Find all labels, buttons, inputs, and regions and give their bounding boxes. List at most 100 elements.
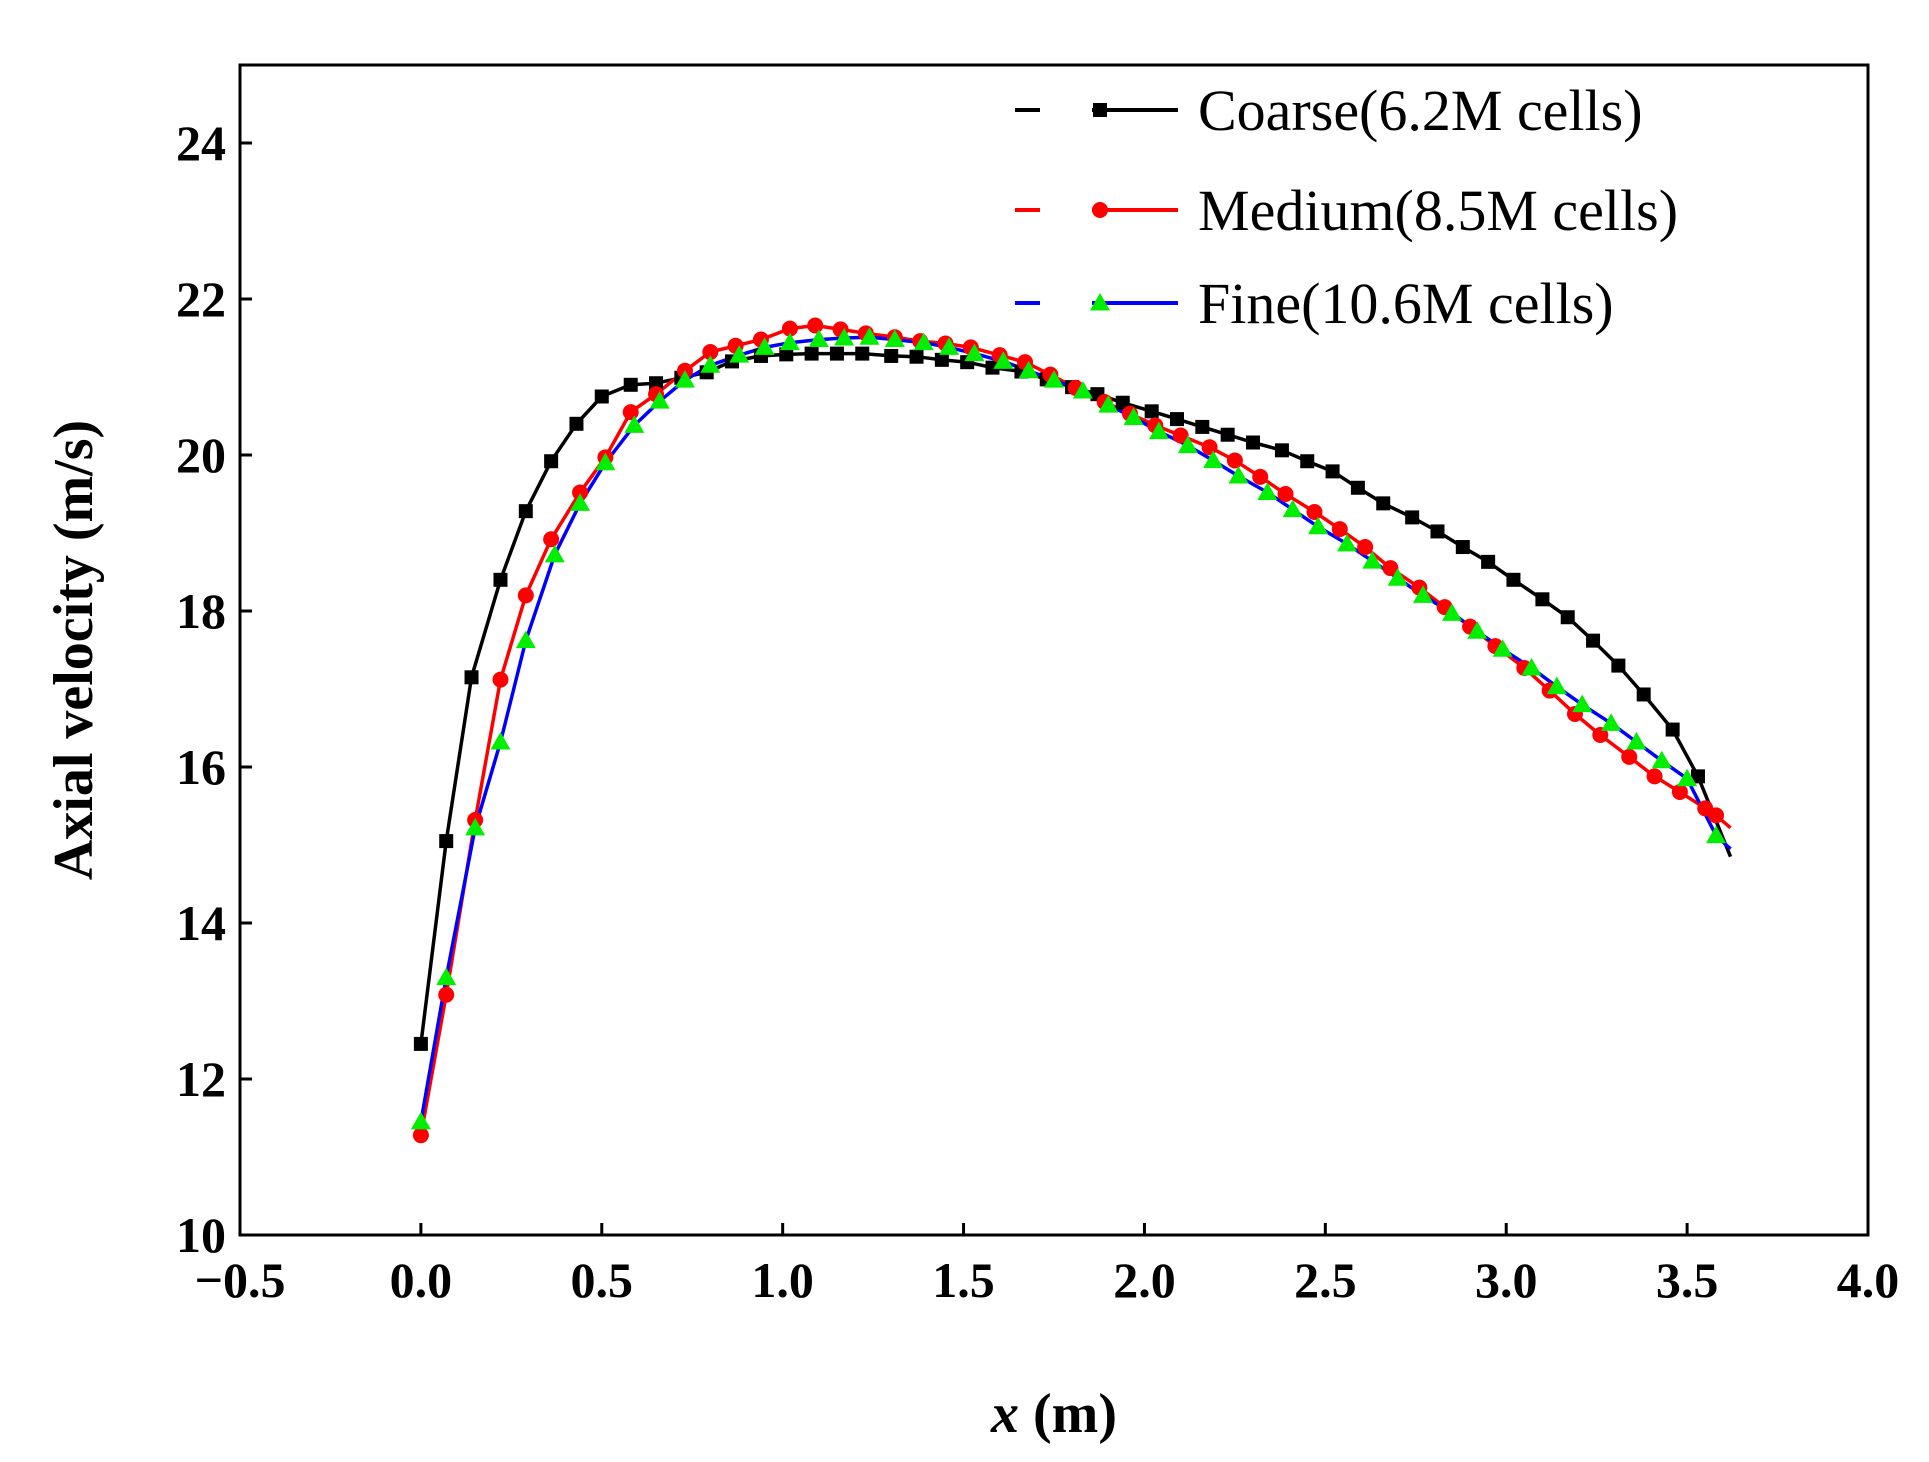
data-point-1 xyxy=(1201,439,1218,456)
x-axis-title-unit: (m) xyxy=(1019,1383,1117,1445)
data-point-0 xyxy=(464,670,479,685)
data-point-1 xyxy=(412,1127,429,1144)
data-point-1 xyxy=(781,320,798,337)
series-lines xyxy=(419,323,1733,1136)
data-point-2 xyxy=(939,337,960,355)
y-tick-label: 24 xyxy=(176,115,226,171)
x-tick-label: 0.5 xyxy=(571,1252,634,1308)
data-point-1 xyxy=(543,531,560,548)
data-point-2 xyxy=(465,817,486,836)
legend-label: Medium(8.5M cells) xyxy=(1198,178,1678,243)
x-tick-label: 2.5 xyxy=(1294,1252,1357,1308)
legend-label: Coarse(6.2M cells) xyxy=(1198,78,1643,143)
data-point-2 xyxy=(515,630,536,649)
data-point-0 xyxy=(1535,592,1550,607)
data-point-1 xyxy=(438,986,455,1003)
data-point-0 xyxy=(1195,419,1210,434)
legend-marker-2 xyxy=(1090,293,1110,311)
data-point-2 xyxy=(624,415,645,433)
data-point-0 xyxy=(829,346,844,361)
data-point-2 xyxy=(544,544,565,563)
y-tick-label: 20 xyxy=(176,427,226,483)
data-point-0 xyxy=(1245,435,1260,450)
data-point-1 xyxy=(702,344,719,361)
data-point-2 xyxy=(1521,657,1542,676)
x-tick-label: 4.0 xyxy=(1837,1252,1900,1308)
data-point-2 xyxy=(834,328,855,346)
y-tick-label: 12 xyxy=(176,1051,226,1107)
x-axis-title: x (m) xyxy=(990,1383,1117,1445)
series-line-2 xyxy=(419,335,1732,1123)
data-point-2 xyxy=(1572,694,1593,713)
data-point-0 xyxy=(439,834,454,849)
data-point-2 xyxy=(649,391,670,409)
data-point-2 xyxy=(674,370,695,388)
data-point-0 xyxy=(623,377,638,392)
data-point-2 xyxy=(1492,639,1513,657)
y-tick-label: 22 xyxy=(176,271,226,327)
data-point-0 xyxy=(649,376,664,391)
data-point-0 xyxy=(1170,412,1185,427)
plot-frame xyxy=(238,63,1870,1237)
data-point-2 xyxy=(913,332,934,351)
series-line-0 xyxy=(419,351,1733,1045)
data-point-2 xyxy=(1123,407,1144,426)
data-point-2 xyxy=(1651,750,1672,769)
x-tick-label: 1.0 xyxy=(751,1252,814,1308)
data-point-2 xyxy=(1148,421,1169,440)
data-point-0 xyxy=(779,347,794,362)
x-tick-label: 2.0 xyxy=(1113,1252,1176,1308)
data-point-1 xyxy=(1306,503,1323,520)
data-point-1 xyxy=(1382,560,1399,577)
y-tick-label: 10 xyxy=(176,1207,226,1263)
y-axis-ticks: 10 12 14 16 18 20 22 24 xyxy=(176,115,252,1263)
data-point-0 xyxy=(1690,769,1705,784)
data-point-2 xyxy=(1706,825,1727,844)
data-point-1 xyxy=(492,671,509,688)
data-point-1 xyxy=(1621,748,1638,765)
data-point-2 xyxy=(1362,551,1383,569)
data-point-2 xyxy=(1177,435,1198,454)
data-point-0 xyxy=(804,346,819,361)
data-point-1 xyxy=(1646,768,1663,785)
y-tick-label: 18 xyxy=(176,583,226,639)
data-point-0 xyxy=(594,389,609,404)
data-point-0 xyxy=(1665,722,1680,737)
data-point-1 xyxy=(1226,452,1243,469)
legend: Coarse(6.2M cells) Medium(8.5M cells) Fine… xyxy=(1015,78,1678,336)
data-point-0 xyxy=(413,1036,428,1051)
data-point-2 xyxy=(595,452,616,471)
data-point-0 xyxy=(1586,633,1601,648)
data-point-1 xyxy=(1331,521,1348,538)
data-point-0 xyxy=(569,416,584,431)
data-point-0 xyxy=(1300,454,1315,469)
data-point-0 xyxy=(1405,510,1420,525)
data-point-2 xyxy=(1203,450,1224,468)
data-point-0 xyxy=(1611,658,1626,673)
data-point-2 xyxy=(1098,395,1119,413)
data-point-2 xyxy=(1387,568,1408,586)
data-point-2 xyxy=(808,329,829,348)
data-point-0 xyxy=(1636,687,1651,702)
data-point-0 xyxy=(855,346,870,361)
y-tick-label: 14 xyxy=(176,895,226,951)
data-point-2 xyxy=(1018,360,1039,379)
legend-label: Fine(10.6M cells) xyxy=(1198,271,1614,336)
y-tick-label: 16 xyxy=(176,739,226,795)
data-point-1 xyxy=(1172,427,1189,444)
data-point-1 xyxy=(1357,539,1374,556)
data-point-0 xyxy=(1376,496,1391,511)
data-point-2 xyxy=(993,351,1014,369)
data-point-2 xyxy=(700,355,721,373)
data-point-2 xyxy=(779,332,800,351)
data-point-0 xyxy=(1144,404,1159,419)
data-point-1 xyxy=(1592,727,1609,744)
data-point-2 xyxy=(1257,482,1278,500)
data-point-0 xyxy=(493,572,508,587)
data-point-2 xyxy=(1546,676,1567,695)
series-markers xyxy=(410,317,1727,1144)
data-point-0 xyxy=(518,504,533,519)
data-point-2 xyxy=(1282,499,1303,518)
data-point-1 xyxy=(1671,783,1688,800)
